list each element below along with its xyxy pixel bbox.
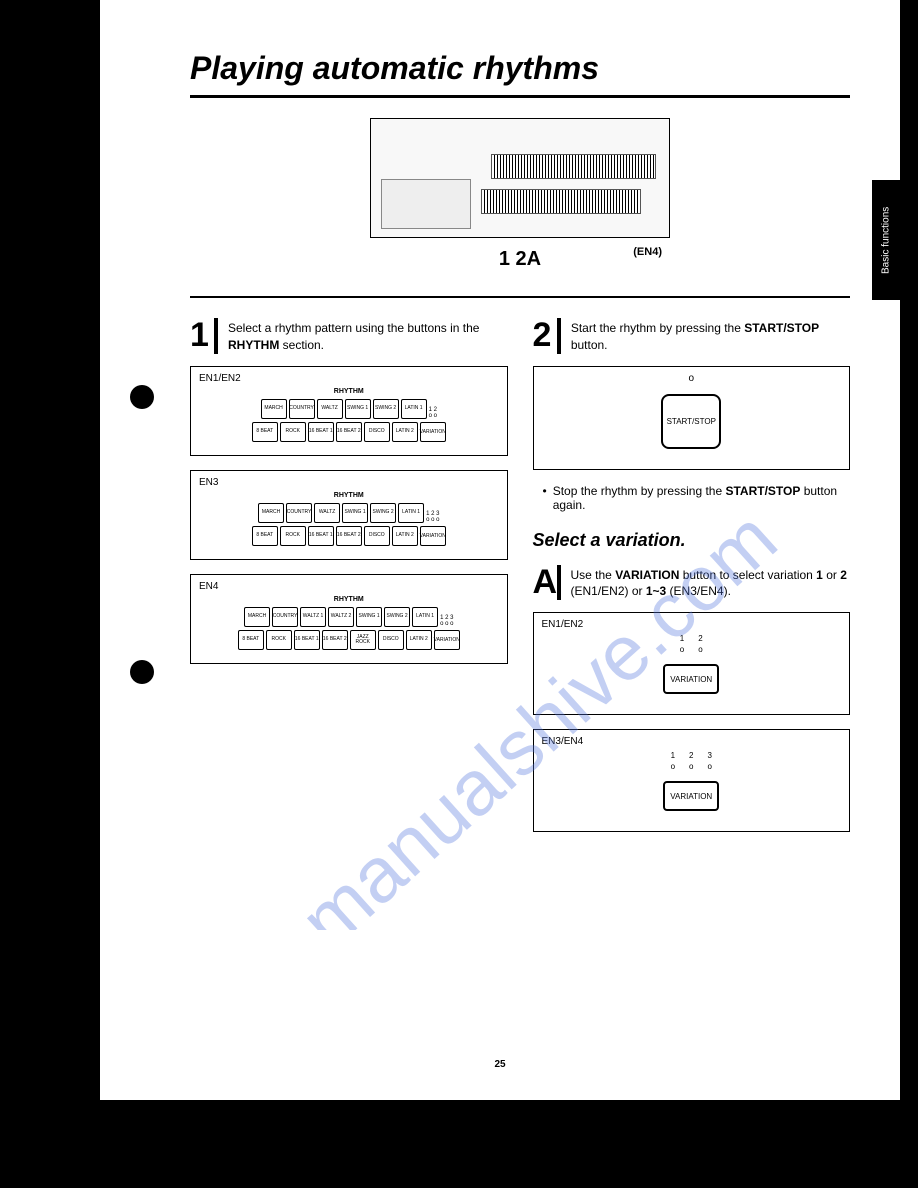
variation-button: VARIATION xyxy=(420,422,446,442)
rhythm-button: SWING 1 xyxy=(356,607,382,627)
step-a-text: Use the VARIATION button to select varia… xyxy=(571,565,851,601)
rhythm-button: 8 BEAT xyxy=(238,630,264,650)
page-number: 25 xyxy=(100,1059,900,1070)
rhythm-button: MARCH xyxy=(258,503,284,523)
figure-model-label: (EN4) xyxy=(633,246,662,258)
rhythm-panel-en1en2: EN1/EN2 RHYTHM MARCH COUNTRY WALTZ SWING… xyxy=(190,366,508,456)
rhythm-button: WALTZ xyxy=(317,399,343,419)
rhythm-button: 16 BEAT 2 xyxy=(336,526,362,546)
rhythm-button: MARCH xyxy=(261,399,287,419)
rhythm-button: SWING 2 xyxy=(384,607,410,627)
stop-note: Stop the rhythm by pressing the START/ST… xyxy=(543,484,851,512)
left-column: 1 Select a rhythm pattern using the butt… xyxy=(190,318,508,846)
start-stop-button: START/STOP xyxy=(661,394,721,449)
keyboard-figure: (EN4) xyxy=(370,118,670,238)
variation-panel-en3en4: EN3/EN4 1 2 3 ooo VARIATION xyxy=(533,729,851,832)
rhythm-button: DISCO xyxy=(364,526,390,546)
rhythm-button: 16 BEAT 2 xyxy=(322,630,348,650)
step-2-text: Start the rhythm by pressing the START/S… xyxy=(571,318,850,354)
rhythm-button: SWING 2 xyxy=(370,503,396,523)
rhythm-button: 16 BEAT 2 xyxy=(336,422,362,442)
rhythm-button: ROCK xyxy=(280,422,306,442)
figure-callout: 1 2A xyxy=(190,248,850,271)
rhythm-button: 8 BEAT xyxy=(252,526,278,546)
rhythm-button: LATIN 2 xyxy=(392,526,418,546)
rhythm-button: ROCK xyxy=(280,526,306,546)
rhythm-button: JAZZ ROCK xyxy=(350,630,376,650)
rhythm-button: LATIN 2 xyxy=(392,422,418,442)
rhythm-button: MARCH xyxy=(244,607,270,627)
rhythm-button: ROCK xyxy=(266,630,292,650)
hole-punch-icon xyxy=(130,660,154,684)
rhythm-button: SWING 1 xyxy=(342,503,368,523)
rhythm-button: LATIN 1 xyxy=(401,399,427,419)
variation-button: VARIATION xyxy=(663,664,719,694)
rhythm-button: 16 BEAT 1 xyxy=(308,422,334,442)
step-1-number: 1 xyxy=(190,318,218,354)
variation-button: VARIATION xyxy=(420,526,446,546)
rhythm-button: 16 BEAT 1 xyxy=(294,630,320,650)
rhythm-button: WALTZ xyxy=(314,503,340,523)
step-a-letter: A xyxy=(533,565,561,601)
hole-punch-icon xyxy=(130,385,154,409)
rhythm-button: LATIN 1 xyxy=(412,607,438,627)
variation-panel-en1en2: EN1/EN2 1 2 oo VARIATION xyxy=(533,612,851,715)
variation-heading: Select a variation. xyxy=(533,530,851,551)
led-icon: o xyxy=(542,373,842,384)
right-column: 2 Start the rhythm by pressing the START… xyxy=(533,318,851,846)
rhythm-button: WALTZ 2 xyxy=(328,607,354,627)
rhythm-button: WALTZ 1 xyxy=(300,607,326,627)
rhythm-button: COUNTRY xyxy=(286,503,312,523)
variation-button: VARIATION xyxy=(663,781,719,811)
rhythm-button: DISCO xyxy=(378,630,404,650)
rhythm-panel-en4: EN4 RHYTHM MARCH COUNTRY WALTZ 1 WALTZ 2… xyxy=(190,574,508,664)
variation-button: VARIATION xyxy=(434,630,460,650)
step-1-text: Select a rhythm pattern using the button… xyxy=(228,318,508,354)
rhythm-button: SWING 1 xyxy=(345,399,371,419)
start-stop-panel: o START/STOP xyxy=(533,366,851,470)
section-tab: Basic functions xyxy=(872,180,900,300)
rhythm-button: 16 BEAT 1 xyxy=(308,526,334,546)
rhythm-button: SWING 2 xyxy=(373,399,399,419)
rhythm-panel-en3: EN3 RHYTHM MARCH COUNTRY WALTZ SWING 1 S… xyxy=(190,470,508,560)
step-2-number: 2 xyxy=(533,318,561,354)
rhythm-button: DISCO xyxy=(364,422,390,442)
rhythm-button: LATIN 2 xyxy=(406,630,432,650)
rhythm-button: COUNTRY xyxy=(272,607,298,627)
rhythm-button: 8 BEAT xyxy=(252,422,278,442)
page-title: Playing automatic rhythms xyxy=(190,50,850,98)
manual-page: Playing automatic rhythms (EN4) 1 2A 1 S… xyxy=(100,0,900,1100)
rhythm-button: COUNTRY xyxy=(289,399,315,419)
rhythm-button: LATIN 1 xyxy=(398,503,424,523)
